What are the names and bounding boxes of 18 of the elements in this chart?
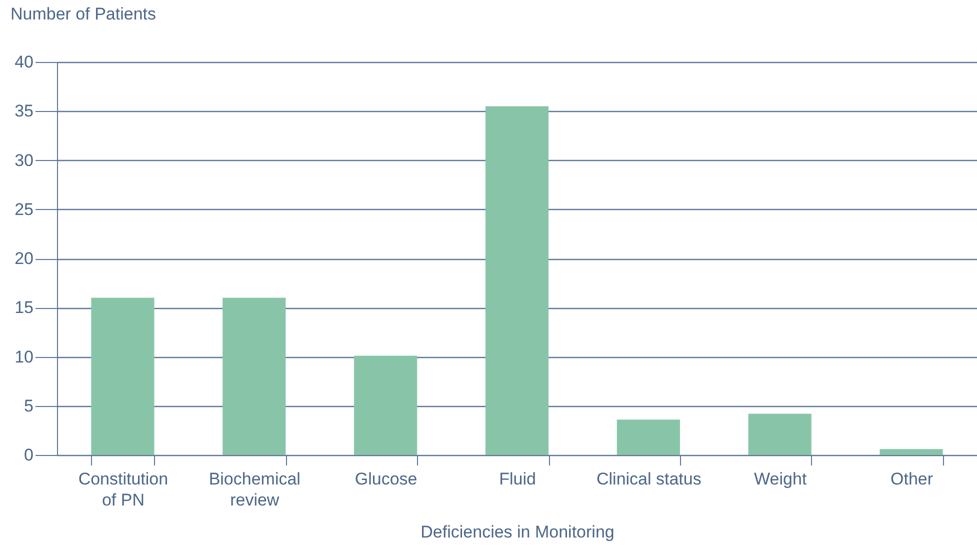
- x-tick-label: Fluid: [499, 470, 536, 488]
- x-axis-title: Deficiencies in Monitoring: [420, 522, 614, 542]
- x-tick-label: Biochemical review: [208, 470, 300, 510]
- x-tick-label: Other: [890, 470, 934, 488]
- y-tick-label: 10: [14, 347, 34, 366]
- y-tick-label: 25: [14, 200, 34, 219]
- x-tick-label: Clinical status: [596, 470, 702, 488]
- y-tick-label: 0: [24, 446, 34, 464]
- y-tick-label: 35: [14, 102, 34, 121]
- x-tick-label: Constitution of PN: [78, 470, 168, 510]
- x-tick-label: Weight: [754, 470, 807, 488]
- x-tick-label: Glucose: [354, 470, 418, 488]
- y-tick-label: 15: [14, 298, 34, 318]
- y-tick-label: 5: [24, 396, 34, 416]
- y-tick-label: 40: [14, 52, 34, 72]
- y-tick-label: 20: [14, 249, 34, 268]
- y-tick-label: 30: [14, 150, 34, 170]
- y-axis-title: Number of Patients: [10, 4, 156, 24]
